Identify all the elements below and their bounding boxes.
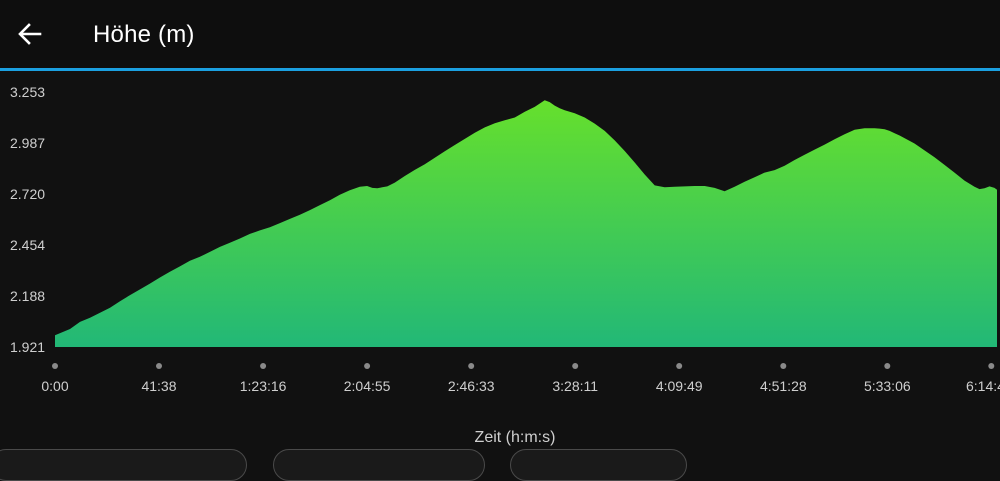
y-tick-label: 3.253	[10, 84, 45, 100]
filter-chip-1[interactable]	[0, 449, 247, 481]
x-tick-label: 4:09:49	[656, 378, 703, 394]
x-tick-label: 2:46:33	[448, 378, 495, 394]
elevation-area	[55, 100, 997, 347]
filter-chip-2[interactable]	[273, 449, 485, 481]
x-tick-label: 1:23:16	[240, 378, 287, 394]
x-tick-label: 0:00	[41, 378, 68, 394]
x-tick-label: 2:04:55	[344, 378, 391, 394]
header-accent-line	[0, 68, 1000, 71]
app-header: Höhe (m)	[0, 0, 1000, 70]
x-tick-dot	[780, 363, 787, 369]
back-button[interactable]	[12, 14, 48, 54]
x-tick-label: 41:38	[141, 378, 176, 394]
x-tick-dot	[676, 363, 683, 369]
x-tick-dot	[52, 363, 58, 369]
x-axis-label: Zeit (h:m:s)	[475, 429, 556, 446]
y-tick-label: 2.188	[10, 288, 45, 304]
x-tick-dot	[156, 363, 162, 369]
x-tick-label: 5:33:06	[864, 378, 911, 394]
y-tick-label: 1.921	[10, 339, 45, 355]
x-axis-ticks: 0:00 41:38 1:23:16 2:04:55 2:46:33 3:28:11 4:0…	[41, 378, 1000, 394]
x-tick-label: 3:28:11	[552, 378, 598, 394]
x-tick-label: 4:51:28	[760, 378, 807, 394]
filter-chip-3[interactable]	[510, 449, 687, 481]
x-tick-dot	[884, 363, 891, 369]
x-tick-dot	[364, 363, 371, 369]
x-tick-label: 6:14:4	[966, 378, 1000, 394]
y-tick-label: 2.987	[10, 135, 45, 151]
x-tick-dot	[260, 363, 267, 369]
arrow-left-icon	[18, 23, 42, 45]
elevation-chart[interactable]: 3.253 2.987 2.720 2.454 2.188 1.921 0:00 41:38…	[0, 71, 1000, 457]
y-tick-label: 2.454	[10, 237, 45, 253]
page-title: Höhe (m)	[93, 21, 195, 48]
x-axis-tick-dots	[52, 363, 995, 369]
y-axis-ticks: 3.253 2.987 2.720 2.454 2.188 1.921	[10, 84, 45, 355]
x-tick-dot	[572, 363, 579, 369]
x-tick-dot	[988, 363, 995, 369]
x-tick-dot	[468, 363, 475, 369]
elevation-chart-svg: 3.253 2.987 2.720 2.454 2.188 1.921 0:00 41:38…	[10, 84, 1000, 446]
y-tick-label: 2.720	[10, 186, 45, 202]
